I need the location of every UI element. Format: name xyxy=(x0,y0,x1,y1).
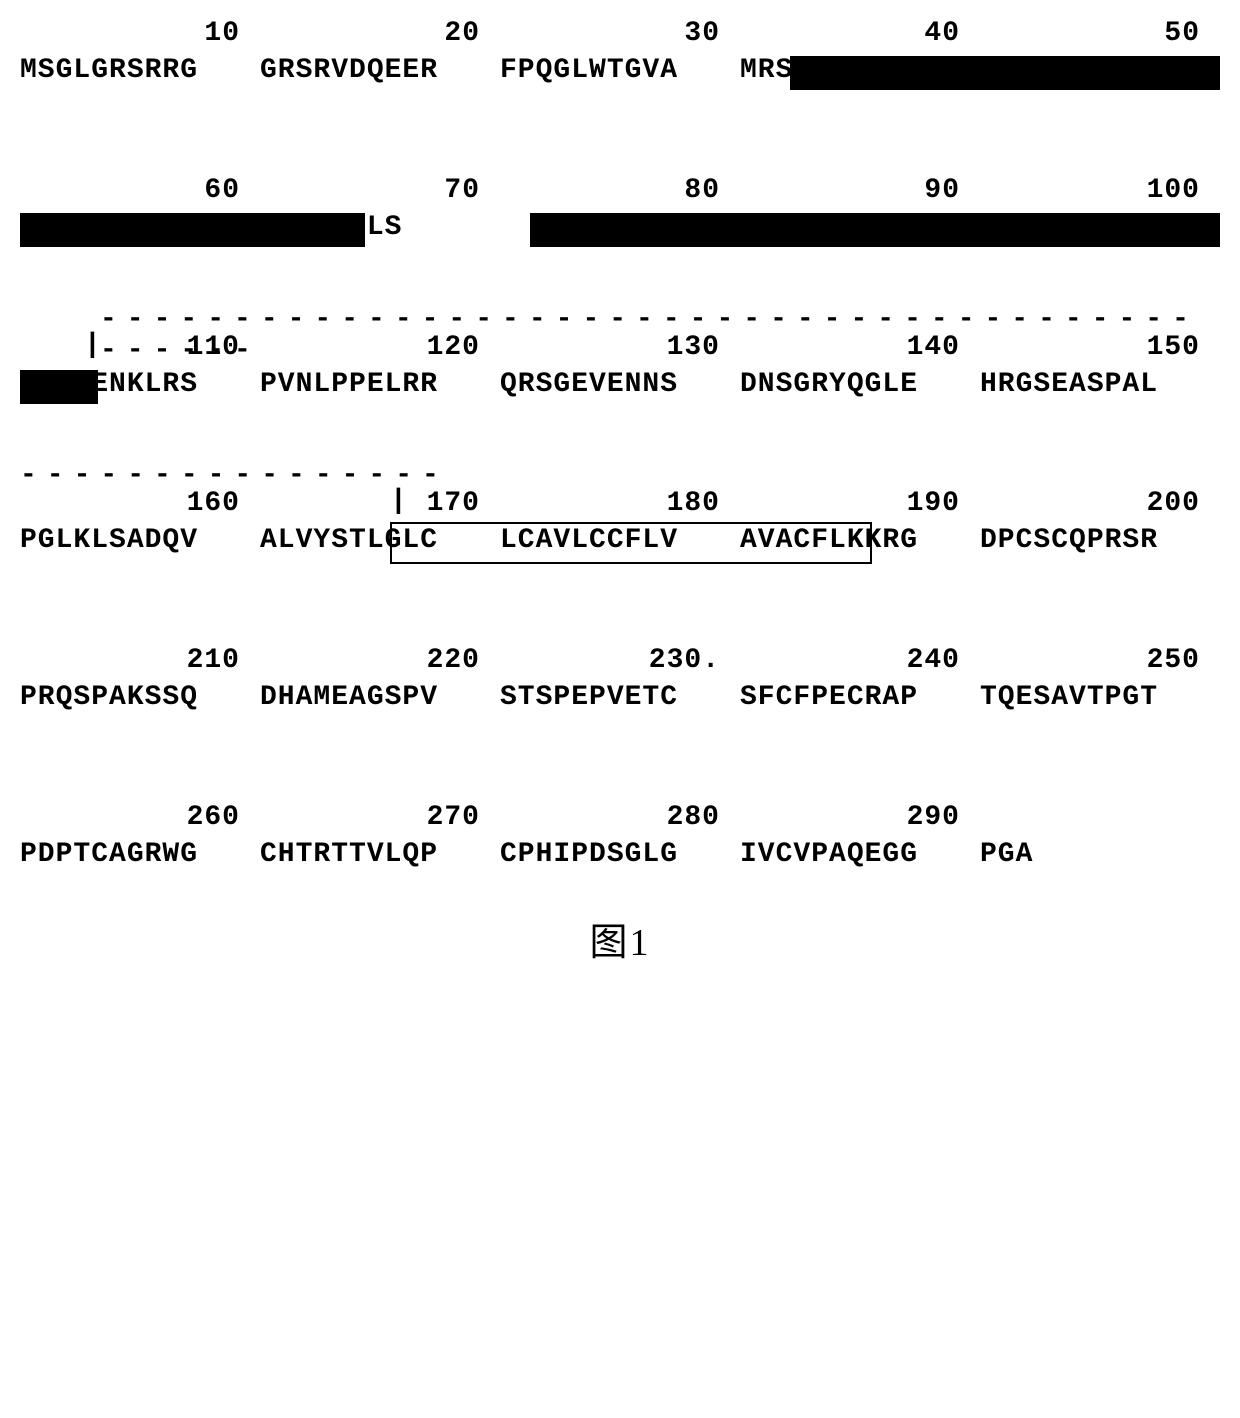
pos-num: 250 xyxy=(980,647,1220,675)
pos-num: 180 xyxy=(500,490,740,518)
sequence-line: ENKLRS PVNLPPELRR QRSGEVENNS DNSGRYQGLE … xyxy=(20,370,1220,401)
sequence-line: RSLS xyxy=(20,213,1220,244)
seq-block: TQESAVTPGT xyxy=(980,683,1220,714)
pos-num: 70 xyxy=(260,177,500,205)
boundary-tick: | xyxy=(390,488,428,516)
seq-block: PGA xyxy=(980,840,1220,871)
pos-num xyxy=(980,804,1220,832)
pos-num: 230. xyxy=(500,647,740,675)
redaction-bar xyxy=(790,56,1220,90)
position-numbers: 260 270 280 290 xyxy=(20,804,1220,832)
figure-caption: 图1 xyxy=(20,911,1220,966)
pos-num: 210 xyxy=(20,647,260,675)
sequence-line: MSGLGRSRRG GRSRVDQEER FPQGLWTGVA MRS xyxy=(20,56,1220,87)
pos-num: 200 xyxy=(980,490,1220,518)
seq-block: PGLKLSADQV xyxy=(20,526,260,557)
redaction-bar xyxy=(530,213,1220,247)
sequence-line: PRQSPAKSSQ DHAMEAGSPV STSPEPVETC SFCFPEC… xyxy=(20,683,1220,714)
pos-num: 60 xyxy=(20,177,260,205)
sequence-figure: 10 20 30 40 50 MSGLGRSRRG GRSRVDQEER FPQ… xyxy=(0,0,1240,1006)
seq-block: PDPTCAGRWG xyxy=(20,840,260,871)
seq-block: STSPEPVETC xyxy=(500,683,740,714)
pos-num: 170 xyxy=(260,490,500,518)
seq-block: HRGSEASPAL xyxy=(980,370,1220,401)
pos-num: 40 xyxy=(740,20,980,48)
redaction-bar xyxy=(20,213,365,247)
domain-overline: ---------------- xyxy=(20,460,449,491)
seq-block: CHTRTTVLQP xyxy=(260,840,500,871)
pos-num: 240 xyxy=(740,647,980,675)
seq-row-6: 260 270 280 290 PDPTCAGRWG CHTRTTVLQP CP… xyxy=(20,804,1220,871)
domain-overline: ----------------------------------------… xyxy=(100,304,1220,366)
seq-block: CPHIPDSGLG xyxy=(500,840,740,871)
boundary-tick: | xyxy=(84,332,122,360)
seq-row-4: ---------------- | 160 170 180 190 200 P… xyxy=(20,490,1220,557)
position-numbers: | 160 170 180 190 200 xyxy=(20,490,1220,518)
seq-row-3: ----------------------------------------… xyxy=(20,334,1220,401)
seq-row-1: 10 20 30 40 50 MSGLGRSRRG GRSRVDQEER FPQ… xyxy=(20,20,1220,87)
pos-num: 100 xyxy=(980,177,1220,205)
pos-num: 160 xyxy=(20,490,260,518)
seq-block: AVACFLKKRG xyxy=(740,526,980,557)
seq-block: PRQSPAKSSQ xyxy=(20,683,260,714)
redaction-bar xyxy=(20,370,98,404)
seq-block: ALVYSTLGLC xyxy=(260,526,500,557)
seq-block: DHAMEAGSPV xyxy=(260,683,500,714)
position-numbers: 210 220 230. 240 250 xyxy=(20,647,1220,675)
sequence-line: PDPTCAGRWG CHTRTTVLQP CPHIPDSGLG IVCVPAQ… xyxy=(20,840,1220,871)
seq-block: IVCVPAQEGG xyxy=(740,840,980,871)
pos-num: 20 xyxy=(260,20,500,48)
seq-block: GRSRVDQEER xyxy=(260,56,500,87)
seq-block: SFCFPECRAP xyxy=(740,683,980,714)
pos-num: 90 xyxy=(740,177,980,205)
seq-block: MSGLGRSRRG xyxy=(20,56,260,87)
pos-num: 290 xyxy=(740,804,980,832)
seq-block: FPQGLWTGVA xyxy=(500,56,740,87)
seq-block: DNSGRYQGLE xyxy=(740,370,980,401)
pos-num: 30 xyxy=(500,20,740,48)
seq-block: DPCSCQPRSR xyxy=(980,526,1220,557)
pos-num: 190 xyxy=(740,490,980,518)
seq-row-5: 210 220 230. 240 250 PRQSPAKSSQ DHAMEAGS… xyxy=(20,647,1220,714)
pos-num: 80 xyxy=(500,177,740,205)
seq-block: LCAVLCCFLV xyxy=(500,526,740,557)
seq-row-2: 60 70 80 90 100 RSLS xyxy=(20,177,1220,244)
seq-block: QRSGEVENNS xyxy=(500,370,740,401)
pos-num: 280 xyxy=(500,804,740,832)
position-numbers: 10 20 30 40 50 xyxy=(20,20,1220,48)
position-numbers: 60 70 80 90 100 xyxy=(20,177,1220,205)
pos-num: 220 xyxy=(260,647,500,675)
pos-num: 50 xyxy=(980,20,1220,48)
pos-num: 10 xyxy=(20,20,260,48)
sequence-line: PGLKLSADQV ALVYSTLGLC LCAVLCCFLV AVACFLK… xyxy=(20,526,1220,557)
seq-block: PVNLPPELRR xyxy=(260,370,500,401)
pos-num: 270 xyxy=(260,804,500,832)
pos-num: 260 xyxy=(20,804,260,832)
